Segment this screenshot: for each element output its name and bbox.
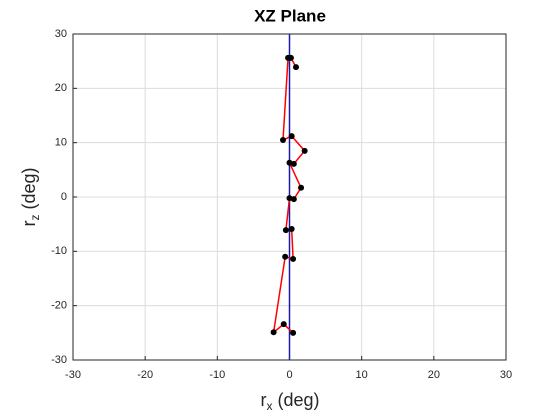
y-axis-label: rz (deg) xyxy=(19,167,42,226)
y-tick-label: 20 xyxy=(55,82,67,94)
x-tick-label: -20 xyxy=(137,369,153,381)
x-tick-label: -10 xyxy=(209,369,225,381)
y-tick-label: 10 xyxy=(55,137,67,149)
trajectory-line xyxy=(272,57,306,335)
point xyxy=(270,329,277,336)
point xyxy=(282,227,289,234)
point xyxy=(286,159,293,166)
x-tick-label: 20 xyxy=(428,369,440,381)
y-tick-label: -10 xyxy=(51,245,67,257)
y-label-rest: (deg) xyxy=(19,167,39,214)
y-tick-label: -30 xyxy=(51,354,67,366)
x-axis-label: rx (deg) xyxy=(260,390,319,413)
y-tick-label: 30 xyxy=(55,28,67,40)
point xyxy=(280,321,287,328)
point xyxy=(298,184,305,191)
point xyxy=(282,253,289,260)
x-tick-label: 10 xyxy=(356,369,368,381)
x-label-rest: (deg) xyxy=(272,390,319,410)
point xyxy=(280,136,287,143)
point xyxy=(292,64,299,71)
x-tick-label: -30 xyxy=(65,369,81,381)
point xyxy=(290,255,297,262)
x-label-base: r xyxy=(260,390,266,410)
point xyxy=(288,133,295,140)
x-label-sub: x xyxy=(266,399,272,413)
x-tick-label: 30 xyxy=(500,369,512,381)
point xyxy=(288,226,295,233)
chart-title: XZ Plane xyxy=(254,6,326,25)
point xyxy=(285,54,292,61)
y-label-base: r xyxy=(19,221,39,227)
y-tick-label: -20 xyxy=(51,300,67,312)
point xyxy=(301,147,308,154)
point xyxy=(290,329,297,336)
point xyxy=(286,195,293,202)
y-tick-label: 0 xyxy=(61,191,67,203)
y-label-sub: z xyxy=(28,215,42,221)
x-tick-label: 0 xyxy=(286,369,292,381)
